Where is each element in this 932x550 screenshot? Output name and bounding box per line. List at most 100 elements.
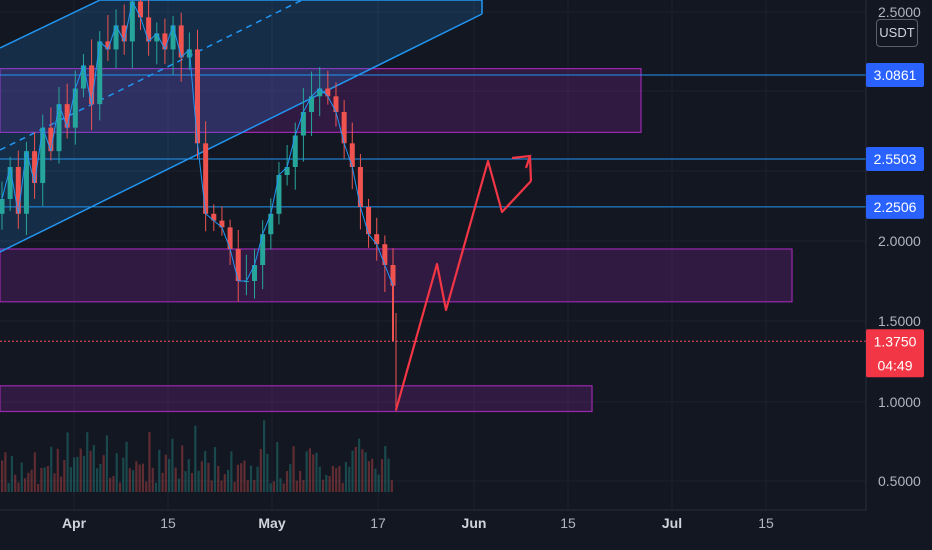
volume-bar xyxy=(249,465,253,492)
time-axis[interactable]: Apr 15 May 17 Jun 15 Jul 15 xyxy=(0,509,866,550)
volume-bar xyxy=(99,463,102,492)
x-tick-label: 15 xyxy=(758,515,774,531)
volume-bar xyxy=(43,467,46,492)
zone xyxy=(0,248,793,303)
volume-bar xyxy=(112,475,115,492)
candle-body xyxy=(121,25,127,42)
volume-bar xyxy=(344,462,348,492)
candle-body xyxy=(341,111,347,144)
volume-bar xyxy=(30,469,33,492)
volume-bar xyxy=(259,449,262,492)
volume-bar xyxy=(276,442,279,492)
support-resistance-zones xyxy=(0,67,793,413)
volume-bar xyxy=(184,471,187,492)
volume-bar xyxy=(164,454,167,492)
volume-bar xyxy=(390,480,393,492)
candle-body xyxy=(0,199,5,214)
volume-bar xyxy=(367,461,370,492)
volume-bar xyxy=(266,453,269,492)
candle-body xyxy=(137,1,143,18)
x-tick-label: 15 xyxy=(560,515,576,531)
y-tick-label: 2.5000 xyxy=(878,4,921,20)
volume-bar xyxy=(10,456,14,492)
volume-bar xyxy=(14,474,17,492)
volume-bar xyxy=(161,472,164,492)
price-axis-bg xyxy=(866,0,932,550)
volume-bar xyxy=(89,450,92,492)
volume-bar xyxy=(66,432,69,492)
candle-body xyxy=(300,111,306,136)
countdown-label: 04:49 xyxy=(877,357,912,373)
volume-bar xyxy=(171,438,174,492)
candle-body xyxy=(227,227,233,249)
volume-bar xyxy=(230,451,233,492)
volume-bar xyxy=(204,450,207,492)
volume-bar xyxy=(387,458,390,492)
candle-body xyxy=(195,49,200,144)
volume-bar xyxy=(86,432,89,492)
volume-bar xyxy=(56,448,59,492)
volume-bar xyxy=(128,468,131,492)
volume-bar xyxy=(181,445,184,492)
volume-bar xyxy=(207,462,210,492)
volume-bar xyxy=(82,455,86,492)
projection-line xyxy=(394,159,532,411)
candle-body xyxy=(32,151,38,183)
candle-body xyxy=(203,143,209,214)
volume-bar xyxy=(102,455,105,492)
moving-average-line xyxy=(1,0,394,286)
volume-bar xyxy=(315,452,318,492)
volume-bar xyxy=(299,470,302,492)
x-tick-label: Jun xyxy=(462,515,487,531)
current-price-tag xyxy=(866,329,924,378)
volume-bar xyxy=(213,447,217,492)
volume-bar xyxy=(263,420,266,492)
candle-body xyxy=(309,96,315,112)
candle-body xyxy=(276,175,282,214)
price-axis[interactable]: 2.5000 2.0000 1.5000 1.0000 0.5000 xyxy=(865,0,932,550)
volume-bar xyxy=(23,478,27,492)
volume-bar xyxy=(27,472,30,492)
channel-upper-line xyxy=(0,0,101,49)
volume-bar xyxy=(305,451,308,492)
volume-bar xyxy=(122,457,125,492)
volume-bar xyxy=(384,446,387,492)
volume-bar xyxy=(154,482,158,492)
volume-bar xyxy=(361,449,364,492)
channel-fill xyxy=(0,0,482,252)
candle-body xyxy=(162,33,168,50)
volume-bar xyxy=(289,464,292,492)
projection-line xyxy=(528,156,533,182)
projection-path xyxy=(394,154,533,411)
quote-currency-button[interactable]: USDT xyxy=(876,19,918,47)
volume-bar xyxy=(4,452,7,492)
volume-bar xyxy=(243,460,246,492)
volume-bar xyxy=(377,474,380,492)
candle-body xyxy=(56,104,62,152)
volume-bar xyxy=(132,470,135,492)
candle-body xyxy=(23,151,29,214)
volume-bar xyxy=(302,479,305,492)
volume-bar xyxy=(371,458,374,492)
volume-bar xyxy=(335,468,338,492)
y-tick-label: 1.0000 xyxy=(878,394,921,410)
price-level-tag xyxy=(866,194,924,219)
volume-bar xyxy=(37,483,40,492)
volume-bar xyxy=(272,481,276,492)
candle-body xyxy=(89,65,95,105)
candle-body xyxy=(211,213,217,221)
candle-body xyxy=(268,213,274,235)
price-level-tag-label: 2.5503 xyxy=(874,151,917,167)
grid xyxy=(0,0,866,510)
x-tick-label: Jul xyxy=(662,515,682,531)
volume-bar xyxy=(197,470,200,492)
candle-body xyxy=(219,220,225,228)
candle-body xyxy=(105,41,111,50)
volume-bar xyxy=(177,478,181,492)
candle-body xyxy=(357,167,363,207)
volume-bar xyxy=(59,476,63,492)
volume-bar xyxy=(109,477,112,492)
volume-bar xyxy=(135,461,138,492)
volume-bar xyxy=(217,466,220,492)
